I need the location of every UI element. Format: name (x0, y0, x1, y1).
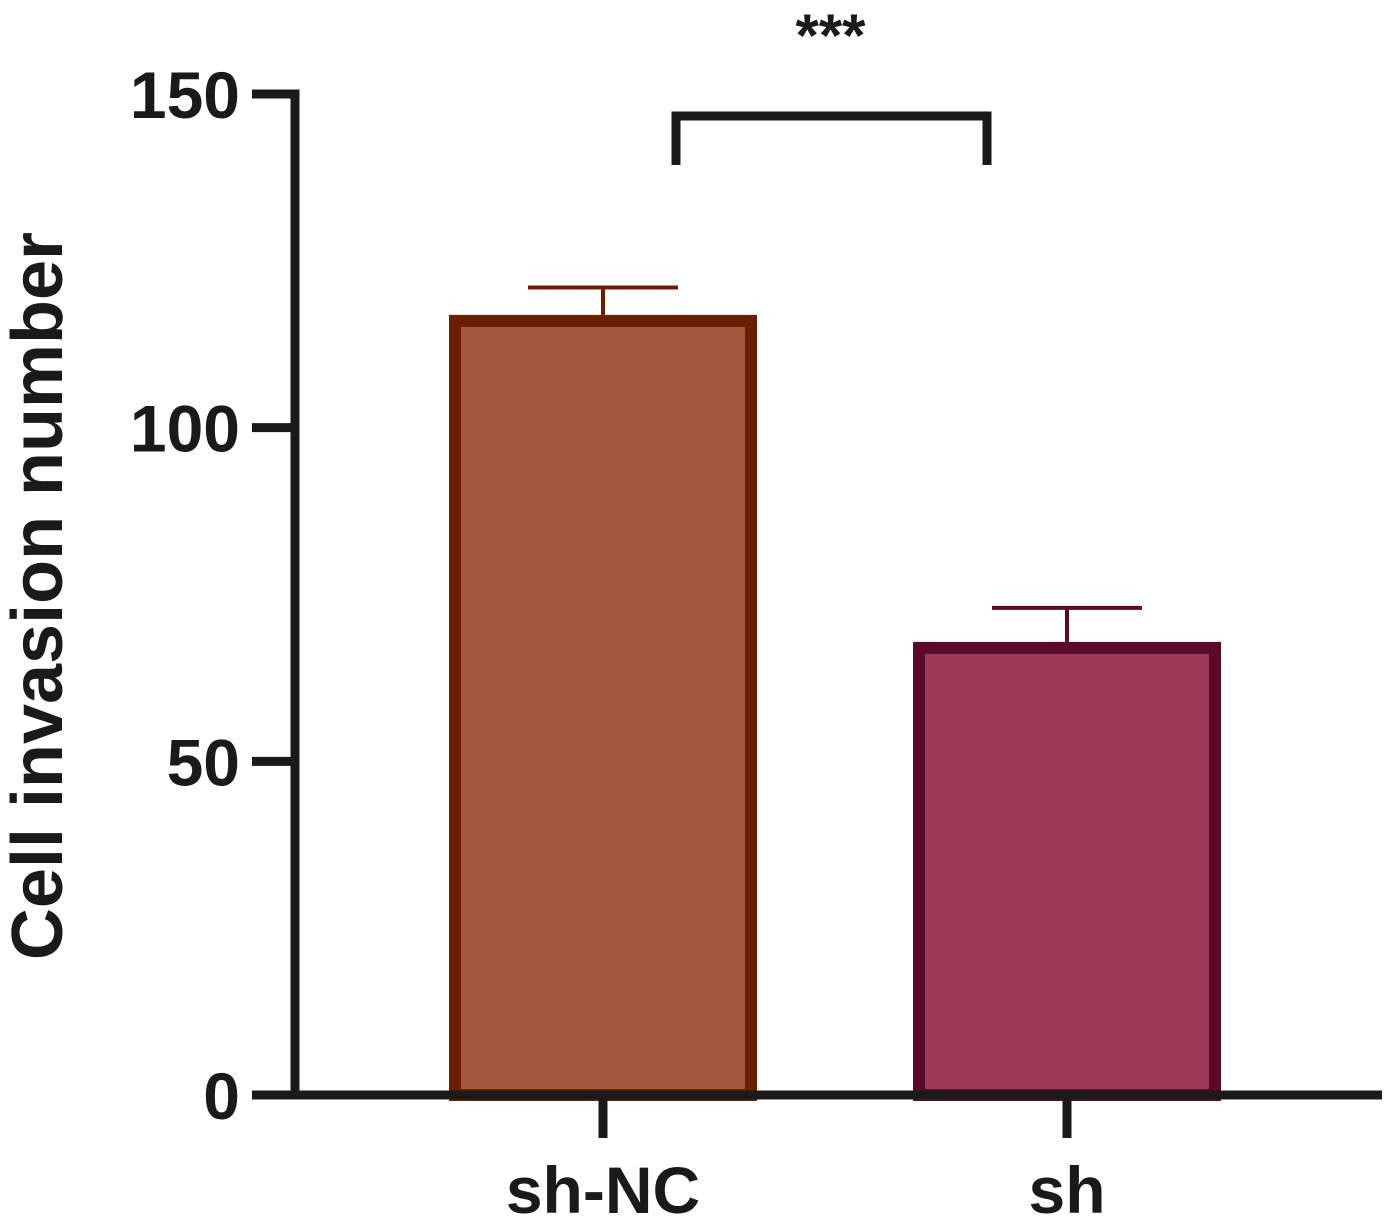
y-tick-label-0: 0 (203, 1059, 240, 1133)
y-tick-label-100: 100 (130, 392, 240, 466)
y-tick-label-150: 150 (130, 58, 240, 132)
significance-annotation: *** (671, 2, 992, 165)
significance-bracket (671, 111, 992, 165)
y-axis-ticks: 0 50 100 150 (130, 58, 295, 1133)
x-axis-ticks: sh-NC sh (506, 1095, 1106, 1222)
significance-label: *** (795, 2, 866, 69)
x-tick-label-sh: sh (1028, 1153, 1105, 1222)
bar-sh-NC (449, 314, 757, 1102)
bar-sh (913, 641, 1221, 1101)
error-bar-sh (992, 605, 1142, 642)
y-tick-label-50: 50 (167, 725, 240, 799)
x-tick-label-sh-NC: sh-NC (506, 1153, 700, 1222)
y-axis-title: Cell invasion number (0, 232, 78, 960)
error-bar-sh-NC (528, 285, 678, 315)
bars (449, 285, 1221, 1102)
